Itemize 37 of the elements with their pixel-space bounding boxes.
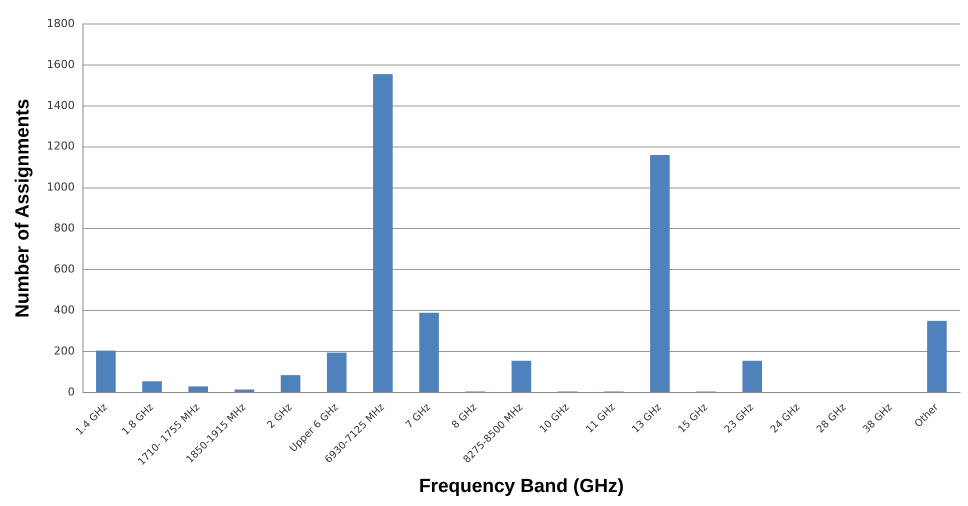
bar [280,375,300,392]
bar [512,360,532,392]
x-tick-label: 2 GHz [265,402,295,432]
x-tick-label: 13 GHz [630,402,664,436]
bar [419,312,439,392]
y-tick-label: 400 [54,304,75,317]
x-tick-label: 38 GHz [861,402,895,436]
bar [927,320,947,392]
bar [142,381,162,392]
y-tick-label: 1200 [46,140,75,153]
x-tick-label: 7 GHz [404,402,434,432]
y-tick-label: 1600 [46,58,75,71]
y-tick-label: 800 [54,222,75,235]
bar [188,386,208,392]
x-tick-label: 1.4 GHz [74,402,110,438]
y-tick-label: 0 [68,385,75,398]
x-tick-label: 1.8 GHz [120,402,156,438]
x-tick-label: 10 GHz [538,402,572,436]
y-tick-label: 200 [54,344,75,358]
y-tick-label: 1800 [46,16,75,30]
y-tick-label: 600 [54,262,75,276]
bar [326,352,347,392]
x-tick-label: 8 GHz [450,402,480,432]
bar [650,155,670,392]
y-tick-label: 1400 [46,98,75,112]
bar [373,74,393,392]
y-tick-label: 1000 [46,180,75,194]
x-tick-label: 23 GHz [722,402,756,436]
bar [96,350,116,392]
x-tick-label: 15 GHz [676,402,710,436]
x-tick-label: 11 GHz [584,402,618,436]
bar [742,360,762,392]
x-tick-label: 24 GHz [768,402,802,436]
y-axis-title: Number of Assignments [12,98,34,318]
x-axis-title: Frequency Band (GHz) [418,476,624,497]
bar [234,389,254,392]
x-tick-label: 28 GHz [815,402,849,436]
